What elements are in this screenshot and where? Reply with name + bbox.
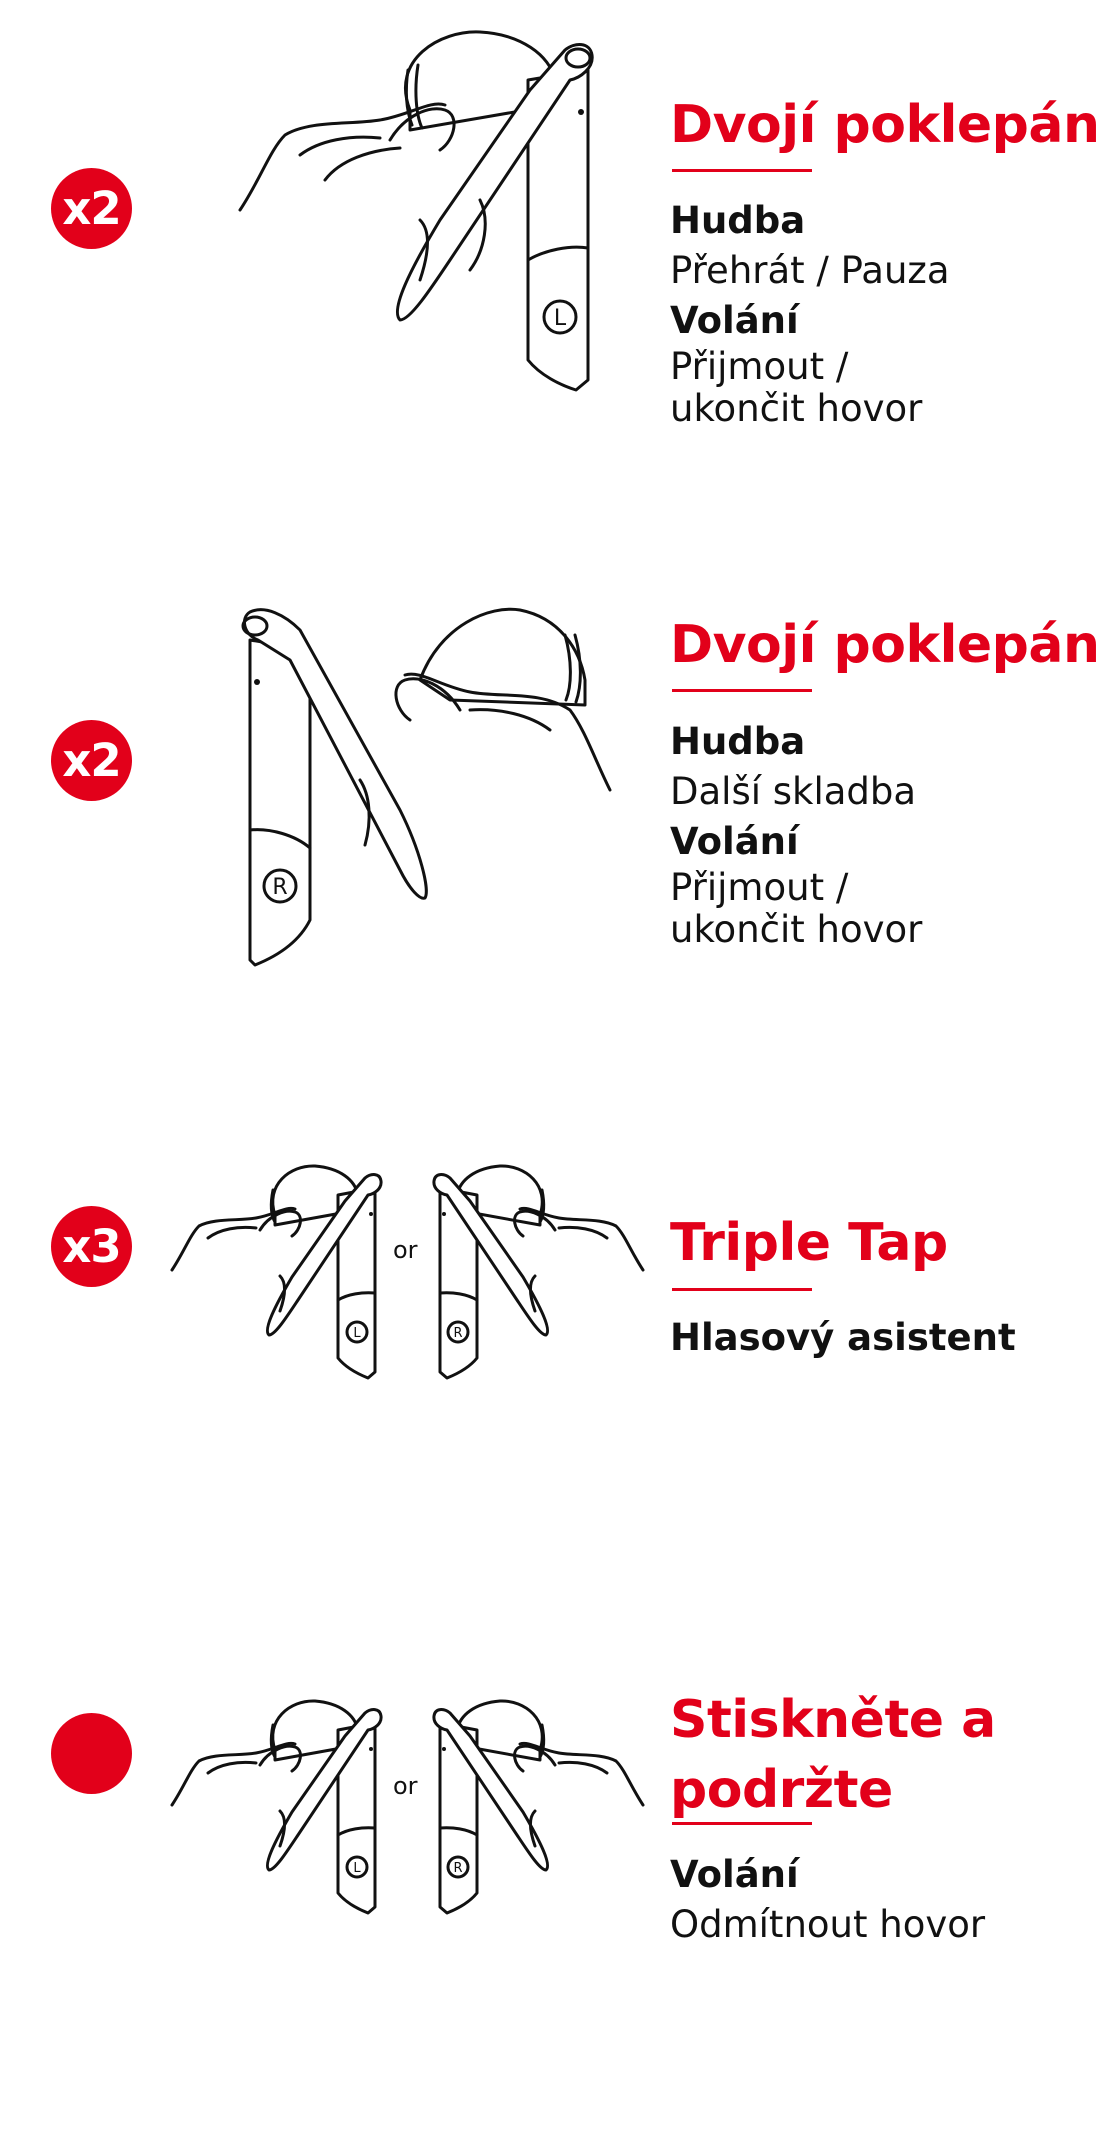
category-label: Volání <box>670 1853 799 1896</box>
action-text: Odmítnout hovor <box>670 1903 986 1946</box>
left-earbud-small-illustration: L <box>170 1164 383 1380</box>
double-tap-badge: x2 <box>51 168 132 249</box>
section-title: Stiskněte a podržte <box>670 1690 996 1820</box>
or-label: or <box>393 1772 418 1800</box>
title-underline <box>672 1822 812 1825</box>
left-earbud-small-illustration: L <box>170 1699 383 1915</box>
section-title: Dvojí poklepání <box>670 615 1101 675</box>
finger-icon <box>395 43 594 322</box>
right-earbud-small-illustration: R <box>432 1699 645 1915</box>
gesture-description: Hudba Další skladba Volání Přijmout / uk… <box>670 717 922 951</box>
gesture-description: Hudba Přehrát / Pauza Volání Přijmout / … <box>670 196 950 430</box>
earbud-head-icon <box>418 607 587 707</box>
category-label: Hlasový asistent <box>670 1316 1016 1359</box>
action-text: Přehrát / Pauza <box>670 249 950 292</box>
gesture-description: Hlasový asistent <box>670 1313 1016 1363</box>
earbud-letter: R <box>453 1861 462 1876</box>
title-underline <box>672 169 812 172</box>
gesture-description: Volání Odmítnout hovor <box>670 1850 985 1950</box>
category-label: Hudba <box>670 720 806 763</box>
earbud-letter: L <box>353 1326 361 1341</box>
category-label: Hudba <box>670 199 806 242</box>
earbud-letter: L <box>353 1861 361 1876</box>
title-underline <box>672 1288 812 1291</box>
earbud-letter: R <box>453 1326 462 1341</box>
earbud-letter: R <box>272 875 287 900</box>
section-title: Triple Tap <box>670 1213 948 1273</box>
or-label: or <box>393 1236 418 1264</box>
section-title: Dvojí poklepání <box>670 95 1101 155</box>
action-text: Další skladba <box>670 770 917 813</box>
triple-tap-badge: x3 <box>51 1206 132 1287</box>
title-underline <box>672 689 812 692</box>
double-tap-badge: x2 <box>51 720 132 801</box>
right-earbud-tap-illustration: R <box>241 607 612 967</box>
earbud-letter: L <box>554 306 567 331</box>
action-text: Přijmout / ukončit hovor <box>670 866 923 951</box>
press-and-hold-badge <box>51 1713 132 1794</box>
category-label: Volání <box>670 820 799 863</box>
left-earbud-tap-illustration: L <box>238 30 594 392</box>
category-label: Volání <box>670 299 799 342</box>
right-earbud-small-illustration: R <box>432 1164 645 1380</box>
earbud-stem-icon <box>248 638 312 967</box>
action-text: Přijmout / ukončit hovor <box>670 345 923 430</box>
